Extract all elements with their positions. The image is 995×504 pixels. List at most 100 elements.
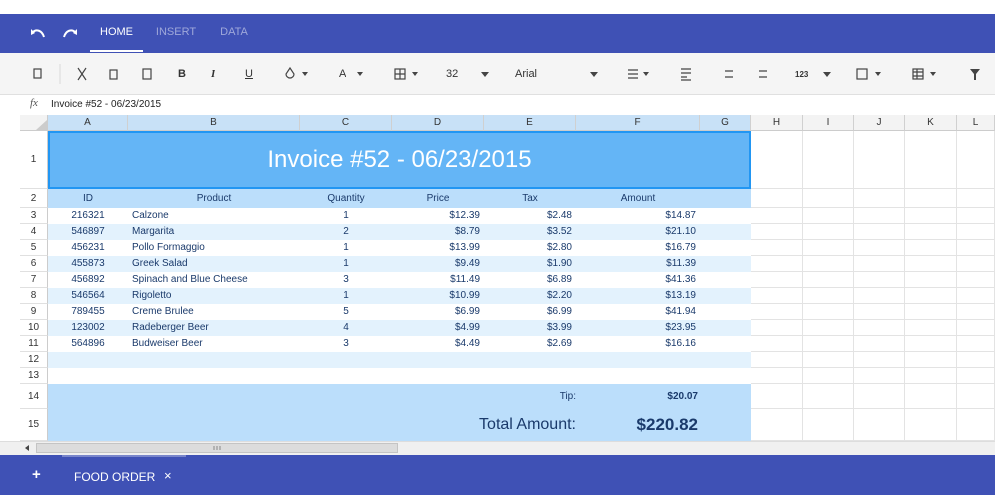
- cell-value[interactable]: Greek Salad: [132, 258, 188, 269]
- cell[interactable]: [905, 368, 957, 384]
- cell[interactable]: [803, 240, 854, 256]
- cell[interactable]: [803, 272, 854, 288]
- cell-value[interactable]: 564896: [71, 338, 105, 349]
- cell-value[interactable]: $21.10: [665, 226, 696, 237]
- cell-value[interactable]: $4.99: [454, 322, 480, 333]
- close-sheet[interactable]: ×: [164, 468, 172, 483]
- formula-content[interactable]: Invoice #52 - 06/23/2015: [51, 99, 162, 110]
- cell[interactable]: [751, 368, 803, 384]
- cell-value[interactable]: 546564: [71, 290, 105, 301]
- cell-value[interactable]: 1: [343, 242, 349, 253]
- column-header[interactable]: H: [751, 115, 803, 131]
- cell[interactable]: [905, 240, 957, 256]
- cell[interactable]: [803, 224, 854, 240]
- cell[interactable]: [854, 368, 905, 384]
- cell-value[interactable]: Radeberger Beer: [132, 322, 209, 333]
- column-header[interactable]: L: [957, 115, 995, 131]
- cell[interactable]: [957, 272, 995, 288]
- row-header[interactable]: 4: [20, 224, 48, 240]
- cell-value[interactable]: $3.99: [546, 322, 572, 333]
- cell[interactable]: [905, 208, 957, 224]
- cell-value[interactable]: 546897: [71, 226, 105, 237]
- cell-value[interactable]: Creme Brulee: [132, 306, 194, 317]
- cell[interactable]: [957, 288, 995, 304]
- toolbar-number-format[interactable]: 123: [795, 70, 809, 79]
- cell-value[interactable]: $14.87: [665, 210, 696, 221]
- cell-value[interactable]: 3: [343, 338, 349, 349]
- cell-value[interactable]: 456231: [71, 242, 105, 253]
- cell[interactable]: [751, 256, 803, 272]
- cell-value[interactable]: 123002: [71, 322, 105, 333]
- cell[interactable]: [854, 224, 905, 240]
- cell[interactable]: [905, 224, 957, 240]
- scroll-thumb[interactable]: [36, 443, 398, 453]
- cell-value[interactable]: Pollo Formaggio: [132, 242, 205, 253]
- cell[interactable]: [957, 240, 995, 256]
- cell[interactable]: [905, 288, 957, 304]
- toolbar-font-color[interactable]: A: [339, 68, 347, 80]
- cell[interactable]: [803, 189, 854, 208]
- cell-value[interactable]: $2.48: [546, 210, 572, 221]
- cell[interactable]: [905, 189, 957, 208]
- cell[interactable]: [803, 288, 854, 304]
- cell[interactable]: [854, 272, 905, 288]
- cell-value[interactable]: $16.79: [665, 242, 696, 253]
- cell[interactable]: [803, 368, 854, 384]
- cell[interactable]: [751, 336, 803, 352]
- cell-value[interactable]: Margarita: [132, 226, 175, 237]
- row-header[interactable]: 12: [20, 352, 48, 368]
- cell-value[interactable]: Spinach and Blue Cheese: [132, 274, 248, 285]
- cell[interactable]: [751, 189, 803, 208]
- cell[interactable]: [905, 352, 957, 368]
- cell[interactable]: [751, 288, 803, 304]
- column-header[interactable]: B: [128, 115, 300, 131]
- sheet-tab[interactable]: FOOD ORDER: [74, 470, 156, 484]
- cell-value[interactable]: $6.99: [546, 306, 572, 317]
- column-header[interactable]: A: [48, 115, 128, 131]
- cell[interactable]: [854, 131, 905, 189]
- column-header[interactable]: K: [905, 115, 957, 131]
- cell-value[interactable]: 216321: [71, 210, 105, 221]
- cell[interactable]: [905, 131, 957, 189]
- cell-value[interactable]: $4.49: [454, 338, 480, 349]
- row-header[interactable]: 3: [20, 208, 48, 224]
- cell[interactable]: [803, 304, 854, 320]
- cell-value[interactable]: 1: [343, 290, 349, 301]
- ribbon-tab[interactable]: DATA: [220, 26, 248, 38]
- cell-value[interactable]: $13.99: [449, 242, 480, 253]
- cell[interactable]: [854, 208, 905, 224]
- column-header[interactable]: J: [854, 115, 905, 131]
- row-header[interactable]: 15: [20, 409, 48, 441]
- cell[interactable]: [751, 320, 803, 336]
- cell[interactable]: [803, 352, 854, 368]
- cell[interactable]: [854, 320, 905, 336]
- cell[interactable]: [905, 256, 957, 272]
- column-header[interactable]: G: [700, 115, 751, 131]
- cell[interactable]: [751, 352, 803, 368]
- cell-value[interactable]: 455873: [71, 258, 105, 269]
- row-header[interactable]: 2: [20, 189, 48, 208]
- cell[interactable]: [957, 384, 995, 409]
- row-header[interactable]: 11: [20, 336, 48, 352]
- cell[interactable]: [854, 189, 905, 208]
- toolbar-bold[interactable]: B: [178, 68, 186, 80]
- cell[interactable]: [751, 208, 803, 224]
- cell-value[interactable]: $10.99: [449, 290, 480, 301]
- cell[interactable]: [957, 336, 995, 352]
- cell-value[interactable]: 1: [343, 210, 349, 221]
- row-header[interactable]: 5: [20, 240, 48, 256]
- cell[interactable]: [957, 131, 995, 189]
- cell[interactable]: [803, 409, 854, 441]
- cell-value[interactable]: Calzone: [132, 210, 169, 221]
- toolbar-font-family[interactable]: Arial: [515, 68, 538, 80]
- cell[interactable]: [957, 224, 995, 240]
- cell[interactable]: [905, 304, 957, 320]
- cell[interactable]: [803, 256, 854, 272]
- cell[interactable]: [854, 256, 905, 272]
- cell-value[interactable]: $6.99: [454, 306, 480, 317]
- invoice-title[interactable]: Invoice #52 - 06/23/2015: [48, 131, 751, 189]
- cell[interactable]: [957, 352, 995, 368]
- cell-value[interactable]: $6.89: [546, 274, 572, 285]
- cell-value[interactable]: 789455: [71, 306, 105, 317]
- row-header[interactable]: 6: [20, 256, 48, 272]
